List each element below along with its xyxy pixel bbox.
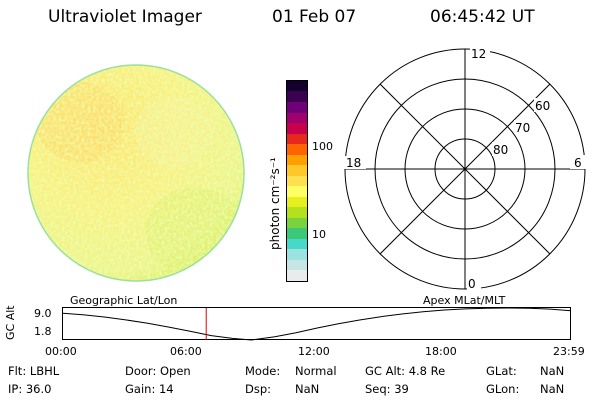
geographic-title: Geographic Lat/Lon (70, 294, 178, 307)
time-tick-1200: 12:00 (298, 345, 330, 358)
dsp-label: Dsp: (245, 382, 272, 396)
dsp-value: NaN (295, 382, 320, 396)
colorbar-segment (287, 154, 307, 166)
time-label: 06:45:42 UT (430, 7, 535, 27)
colorbar-segment (287, 207, 307, 218)
filter-info: Flt: LBHL (8, 364, 60, 378)
date-label: 01 Feb 07 (272, 7, 357, 27)
colorbar-segment (287, 259, 307, 271)
altitude-curve (62, 307, 572, 341)
colorbar-segment (287, 186, 307, 197)
colorbar-segment (287, 133, 307, 145)
altitude-timeline-chart (62, 307, 572, 341)
color-scale-bar (286, 80, 308, 282)
altitude-axis-label: GC Alt (4, 305, 17, 340)
ip-info: IP: 36.0 (8, 382, 52, 396)
mlat-label-70: 70 (515, 121, 530, 135)
colorbar-segment (287, 112, 307, 124)
altitude-min-label: 1.8 (34, 325, 52, 338)
colorbar-segment (287, 101, 307, 113)
altitude-max-label: 9.0 (34, 307, 52, 320)
mlat-label-60: 60 (535, 99, 550, 113)
uv-earth-image (27, 64, 245, 282)
mlt-label-0: 0 (468, 277, 476, 291)
timeline-frame (62, 307, 571, 340)
colorbar-segment (287, 228, 307, 239)
mlt-label-18: 18 (346, 156, 361, 170)
glon-value: NaN (540, 382, 565, 396)
glon-label: GLon: (486, 382, 520, 396)
colorbar-segment (287, 80, 307, 92)
colorbar-segment (287, 144, 307, 155)
glat-value: NaN (540, 364, 565, 378)
colorbar-tick-100: 100 (312, 140, 333, 153)
mlat-label-80: 80 (493, 143, 508, 157)
colorbar-segment (287, 91, 307, 102)
colorbar-segment (287, 249, 307, 260)
mlt-label-6: 6 (574, 156, 582, 170)
mode-value: Normal (295, 364, 337, 378)
time-tick-1800: 18:00 (425, 345, 457, 358)
sequence-info: Seq: 39 (365, 382, 409, 396)
apex-title: Apex MLat/MLT (423, 294, 506, 307)
mode-label: Mode: (245, 364, 281, 378)
mlt-label-12: 12 (471, 47, 486, 61)
mlat-mlt-polar-grid: 12 6 0 18 60 70 80 (344, 46, 586, 291)
colorbar-unit-label: photon cm⁻²s⁻¹ (268, 157, 282, 250)
door-info: Door: Open (125, 364, 191, 378)
colorbar-segment (287, 175, 307, 187)
glat-label: GLat: (486, 364, 517, 378)
colorbar-tick-10: 10 (312, 228, 326, 241)
colorbar-segment (287, 217, 307, 229)
gain-info: Gain: 14 (125, 382, 174, 396)
instrument-title: Ultraviolet Imager (48, 7, 202, 27)
time-tick-0600: 06:00 (170, 345, 202, 358)
colorbar-segment (287, 270, 307, 281)
colorbar-segment (287, 196, 307, 208)
colorbar-segment (287, 123, 307, 134)
colorbar-segment (287, 165, 307, 176)
time-tick-2359: 23:59 (553, 345, 585, 358)
colorbar-segment (287, 238, 307, 250)
time-tick-0000: 00:00 (45, 345, 77, 358)
gc-altitude-info: GC Alt: 4.8 Re (365, 364, 446, 378)
